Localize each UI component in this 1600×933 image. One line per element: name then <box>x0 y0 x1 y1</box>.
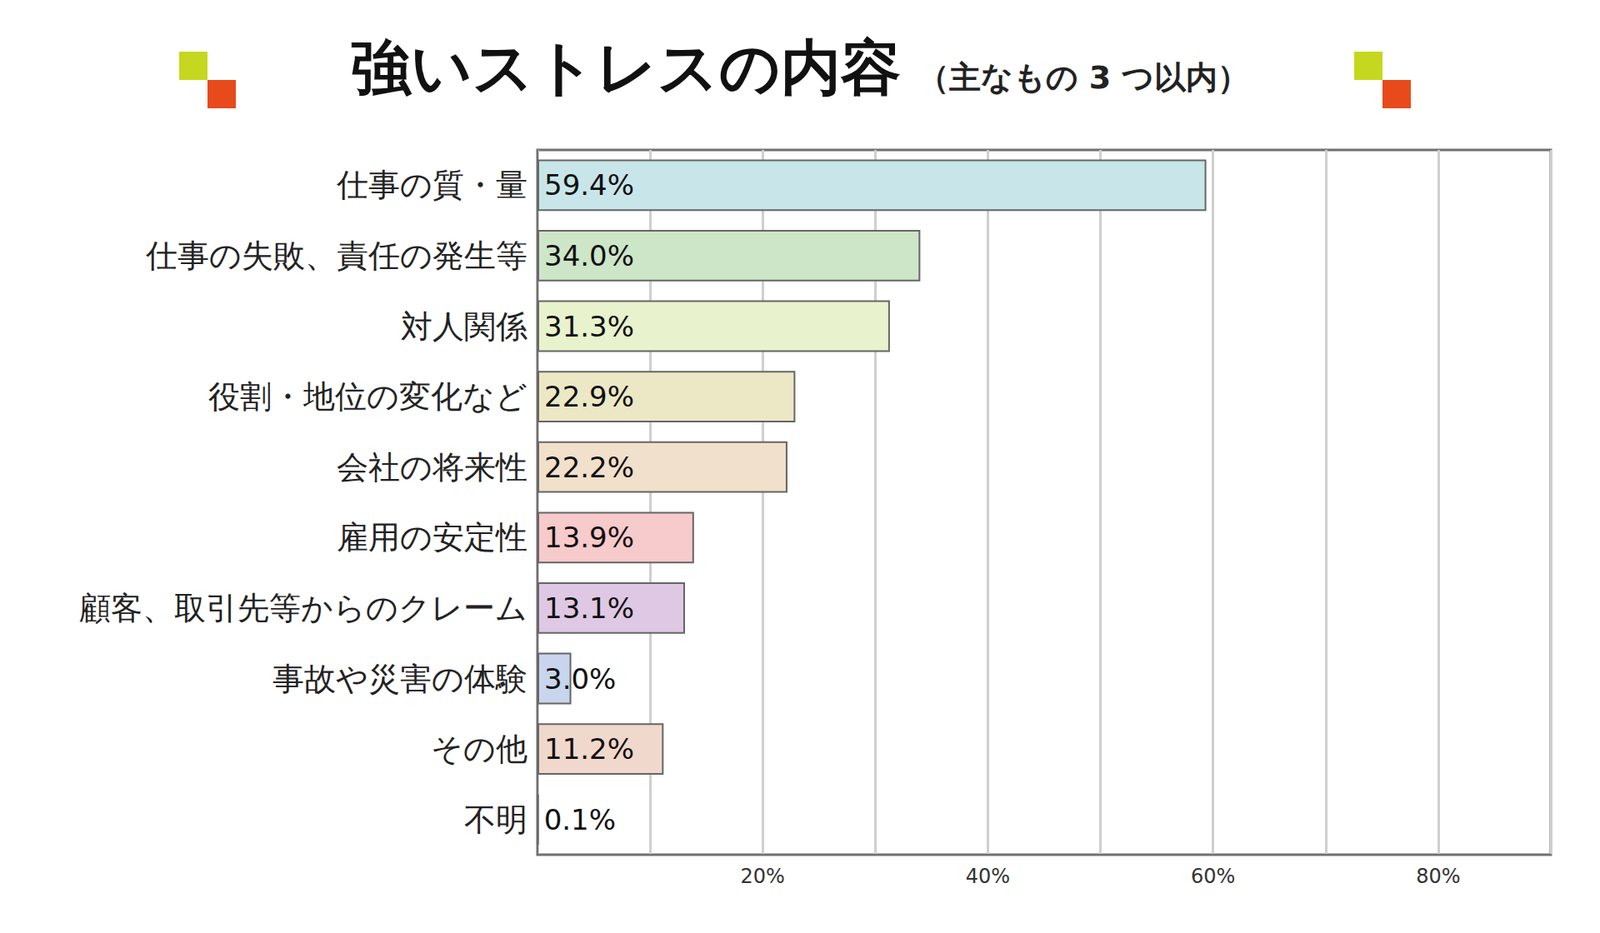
svg-text:事故や災害の体験: 事故や災害の体験 <box>272 660 528 698</box>
svg-text:13.9%: 13.9% <box>544 520 635 555</box>
svg-text:34.0%: 34.0% <box>544 239 635 273</box>
svg-text:不明: 不明 <box>464 801 528 839</box>
svg-text:会社の将来性: 会社の将来性 <box>336 449 528 486</box>
svg-text:31.3%: 31.3% <box>544 310 635 344</box>
svg-text:強いストレスの内容: 強いストレスの内容 <box>350 32 901 103</box>
svg-text:雇用の安定性: 雇用の安定性 <box>336 519 528 556</box>
svg-text:その他: その他 <box>430 730 528 768</box>
svg-text:3.0%: 3.0% <box>544 662 616 696</box>
svg-text:仕事の失敗、責任の発生等: 仕事の失敗、責任の発生等 <box>145 237 528 275</box>
svg-text:22.9%: 22.9% <box>544 380 635 414</box>
svg-text:22.2%: 22.2% <box>544 450 635 485</box>
svg-text:59.4%: 59.4% <box>544 168 635 202</box>
svg-text:11.2%: 11.2% <box>544 732 635 766</box>
svg-text:20%: 20% <box>740 865 785 889</box>
svg-text:顧客、取引先等からのクレーム: 顧客、取引先等からのクレーム <box>79 590 528 627</box>
svg-text:（主なもの 3 つ以内）: （主なもの 3 つ以内） <box>917 59 1250 96</box>
svg-text:80%: 80% <box>1415 865 1460 889</box>
svg-text:13.1%: 13.1% <box>544 591 635 625</box>
svg-text:40%: 40% <box>965 865 1010 889</box>
svg-text:0.1%: 0.1% <box>544 803 616 837</box>
svg-text:役割・地位の変化など: 役割・地位の変化など <box>208 378 528 415</box>
svg-text:60%: 60% <box>1190 865 1235 889</box>
svg-text:対人関係: 対人関係 <box>400 308 528 345</box>
svg-text:仕事の質・量: 仕事の質・量 <box>335 166 528 204</box>
